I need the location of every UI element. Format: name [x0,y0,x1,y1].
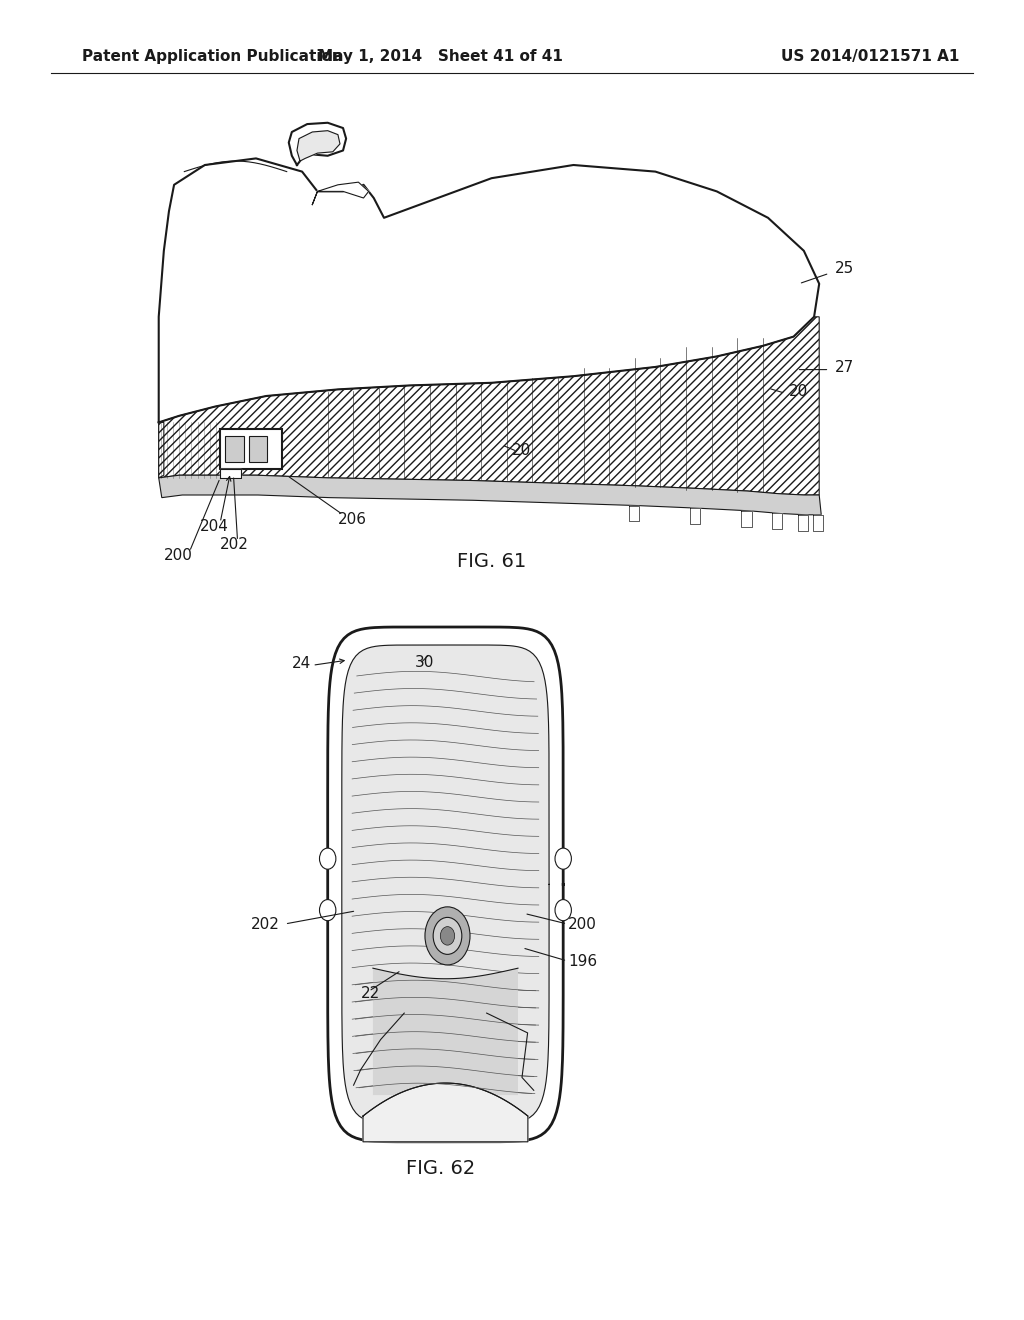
Text: FIG. 62: FIG. 62 [406,1159,475,1177]
Polygon shape [741,511,752,527]
Text: 30: 30 [415,655,434,669]
Bar [249,436,267,462]
Polygon shape [159,422,164,478]
Polygon shape [312,182,369,205]
Polygon shape [813,515,823,531]
Polygon shape [159,158,819,422]
Polygon shape [220,429,282,469]
Polygon shape [328,627,563,1142]
Text: 204: 204 [200,519,228,533]
Polygon shape [362,1084,528,1142]
Circle shape [440,927,455,945]
Text: 25: 25 [835,261,854,276]
Text: 196: 196 [568,954,597,969]
Polygon shape [629,506,639,521]
Polygon shape [220,469,241,478]
Polygon shape [772,513,782,529]
Polygon shape [159,475,821,515]
Circle shape [433,917,462,954]
Text: 202: 202 [251,917,280,932]
Polygon shape [289,123,346,165]
Text: 202: 202 [220,537,249,552]
Polygon shape [342,645,549,1123]
Text: FIG. 61: FIG. 61 [457,552,526,570]
Text: 200: 200 [164,548,193,562]
Polygon shape [798,515,808,531]
Polygon shape [690,508,700,524]
Text: May 1, 2014   Sheet 41 of 41: May 1, 2014 Sheet 41 of 41 [317,49,563,65]
Circle shape [319,847,336,869]
Polygon shape [159,317,819,495]
Circle shape [555,847,571,869]
Text: 24: 24 [292,656,311,671]
Circle shape [425,907,470,965]
Text: 20: 20 [512,444,531,458]
Text: 20: 20 [788,384,808,399]
Text: US 2014/0121571 A1: US 2014/0121571 A1 [781,49,959,65]
Text: 200: 200 [568,917,597,932]
Text: 22: 22 [360,986,380,1001]
Text: 206: 206 [338,512,367,527]
Bar [225,436,244,462]
Polygon shape [297,131,340,161]
Text: 27: 27 [835,360,854,375]
Polygon shape [373,968,518,1096]
Circle shape [319,900,336,921]
Text: Patent Application Publication: Patent Application Publication [82,49,343,65]
Circle shape [555,900,571,921]
